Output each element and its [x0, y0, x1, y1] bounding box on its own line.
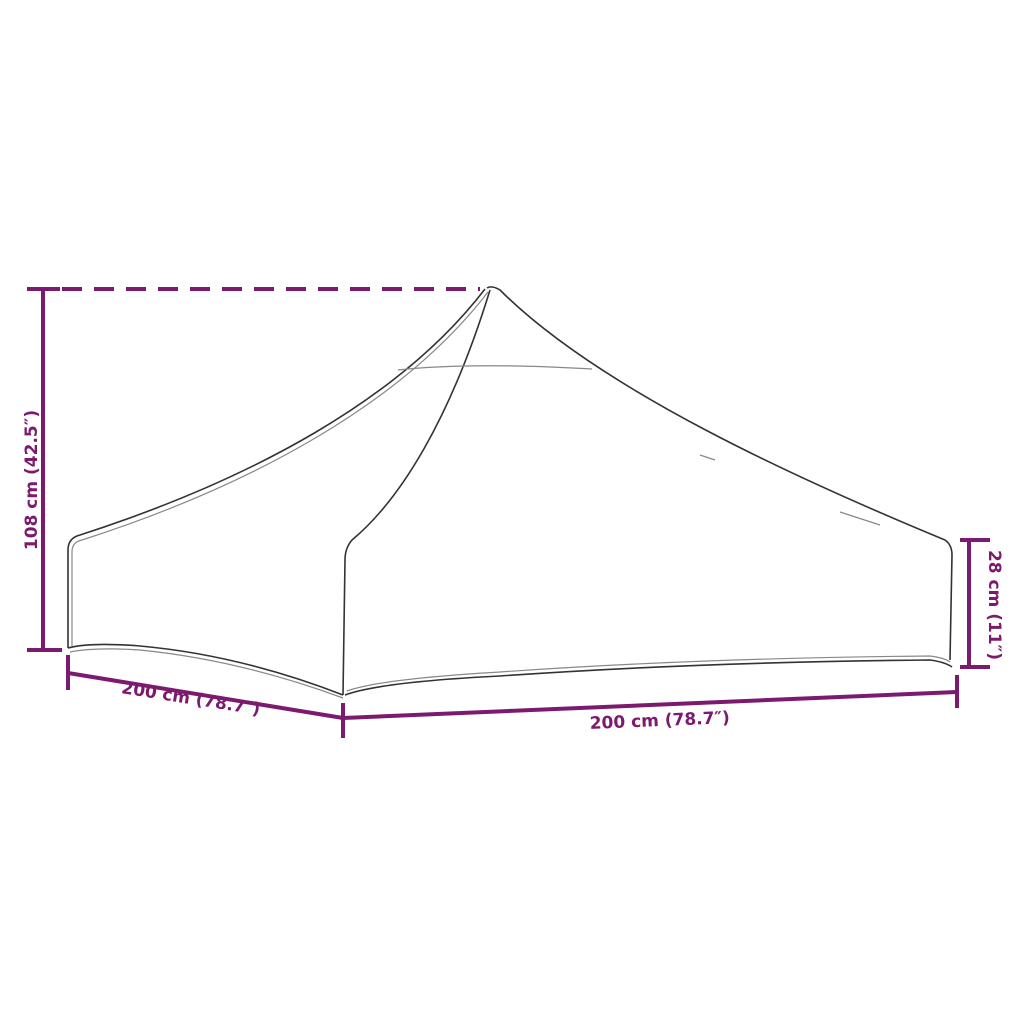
height-label: 108 cm (42.5″) — [22, 410, 42, 550]
right-ridge — [486, 286, 953, 661]
left-ridge-inner — [71, 291, 489, 646]
width-dimension: 200 cm (78.7″) — [342, 675, 959, 734]
height-dimension: 108 cm (42.5″) — [22, 287, 480, 652]
right-ridge-inner — [699, 454, 881, 526]
roof-cross-line — [397, 365, 593, 371]
valance-dimension: 28 cm (11″) — [960, 538, 1004, 669]
depth-dimension: 200 cm (78.7″) — [66, 655, 345, 738]
canopy-roof-drawing — [67, 286, 953, 699]
left-bottom-edge-inner — [69, 648, 344, 699]
width-label: 200 cm (78.7″) — [589, 708, 730, 734]
left-bottom-edge — [67, 643, 344, 696]
right-bottom-edge — [344, 659, 953, 696]
depth-label: 200 cm (78.7″) — [120, 678, 262, 720]
right-bottom-edge-inner — [346, 655, 951, 692]
valance-label: 28 cm (11″) — [984, 550, 1004, 660]
front-corner-seam — [342, 289, 491, 696]
left-ridge — [67, 288, 486, 648]
